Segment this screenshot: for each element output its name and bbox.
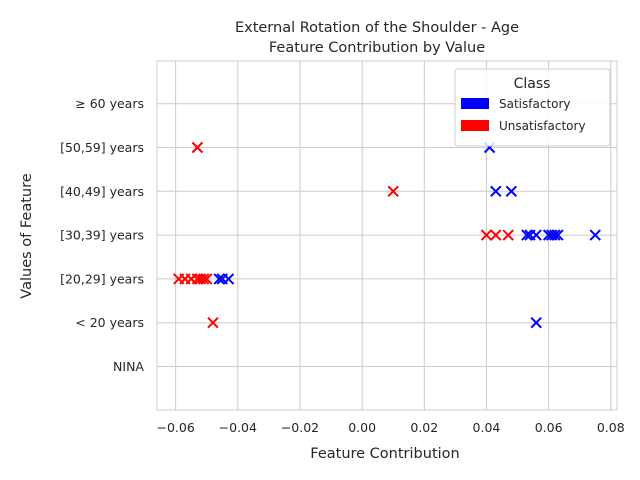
data-point-unsatisfactory: [197, 273, 210, 285]
plot-area-frame: [156, 60, 618, 411]
y-tick-label: NINA: [113, 359, 144, 374]
y-tick-label: [30,39] years: [60, 228, 144, 243]
x-tick-label: −0.06: [156, 420, 194, 435]
x-tick-label: −0.04: [219, 420, 257, 435]
data-point-satisfactory: [213, 273, 225, 285]
data-point-unsatisfactory: [387, 185, 399, 198]
data-point-unsatisfactory: [201, 273, 213, 285]
data-point-unsatisfactory: [207, 316, 219, 329]
data-point-satisfactory: [552, 229, 564, 241]
legend-title: Class: [514, 76, 551, 92]
x-tick-labels: −0.06 −0.04 −0.02 0.00 0.02 0.04 0.06 0.08: [156, 420, 624, 435]
data-point-satisfactory: [530, 316, 542, 329]
data-point-unsatisfactory: [191, 141, 204, 154]
legend: Class Satisfactory Unsatisfactory: [454, 68, 611, 147]
x-tick-label: 0.00: [348, 420, 376, 435]
y-tick-label: ≥ 60 years: [75, 96, 144, 111]
x-tick-label: 0.08: [597, 420, 625, 435]
y-tick-label: [50,59] years: [60, 140, 144, 155]
chart-subtitle: Feature Contribution by Value: [269, 40, 485, 56]
data-point-satisfactory: [530, 229, 542, 241]
legend-swatch-satisfactory: [461, 98, 489, 109]
x-tick-label: 0.02: [410, 420, 438, 435]
data-point-unsatisfactory: [490, 229, 502, 241]
data-point-unsatisfactory: [502, 229, 514, 241]
data-point-satisfactory: [521, 229, 533, 241]
data-point-satisfactory: [222, 273, 235, 285]
y-tick-labels: NINA < 20 years [20,29] years [30,39] years…: [60, 96, 144, 374]
y-tick-label: [20,29] years: [60, 271, 144, 286]
y-tick-label: [40,49] years: [60, 184, 144, 199]
y-axis-label: Values of Feature: [19, 173, 35, 298]
x-tick-label: −0.02: [281, 420, 319, 435]
legend-swatch-unsatisfactory: [461, 120, 489, 131]
data-point-unsatisfactory: [480, 229, 493, 241]
data-point-satisfactory: [505, 185, 518, 198]
x-tick-label: 0.04: [473, 420, 501, 435]
chart-title: External Rotation of the Shoulder - Age: [235, 20, 519, 36]
x-tick-label: 0.06: [535, 420, 563, 435]
data-point-satisfactory: [490, 185, 502, 198]
legend-label-unsatisfactory: Unsatisfactory: [499, 119, 586, 133]
data-point-satisfactory: [589, 229, 601, 241]
x-axis-label: Feature Contribution: [310, 446, 459, 462]
data-point-satisfactory: [549, 229, 561, 241]
legend-label-satisfactory: Satisfactory: [499, 97, 571, 111]
legend-box: [454, 68, 611, 147]
y-tick-label: < 20 years: [75, 315, 144, 330]
